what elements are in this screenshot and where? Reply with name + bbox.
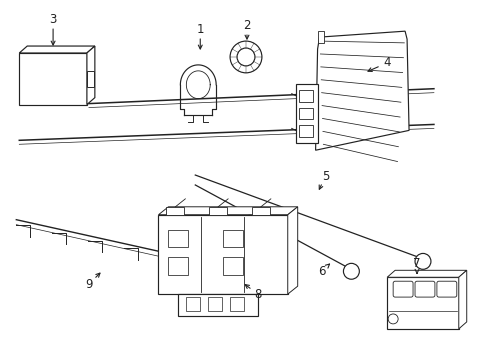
Circle shape <box>388 314 398 324</box>
Text: 4: 4 <box>384 57 391 69</box>
Bar <box>169 257 188 275</box>
Bar <box>387 277 459 329</box>
Text: 6: 6 <box>318 265 325 278</box>
Bar <box>299 108 313 120</box>
Text: 3: 3 <box>49 13 57 26</box>
Bar <box>230 297 244 311</box>
FancyBboxPatch shape <box>393 281 413 297</box>
Polygon shape <box>387 270 467 277</box>
Bar <box>252 207 270 215</box>
Polygon shape <box>288 207 298 294</box>
Circle shape <box>230 41 262 73</box>
Text: 7: 7 <box>413 257 421 270</box>
Bar <box>318 31 323 43</box>
Bar <box>169 230 188 247</box>
Bar <box>208 297 222 311</box>
Polygon shape <box>87 46 95 105</box>
Polygon shape <box>316 31 409 150</box>
Text: 5: 5 <box>322 170 329 183</box>
Bar <box>295 84 318 143</box>
Bar <box>167 207 184 215</box>
Circle shape <box>415 253 431 269</box>
Polygon shape <box>19 46 95 53</box>
Polygon shape <box>459 270 467 329</box>
Bar <box>87 71 94 87</box>
Text: 9: 9 <box>85 278 93 291</box>
Text: 8: 8 <box>254 288 262 301</box>
Circle shape <box>343 264 359 279</box>
Bar <box>223 257 243 275</box>
Text: 2: 2 <box>243 19 251 32</box>
Bar <box>178 294 258 316</box>
FancyBboxPatch shape <box>437 281 457 297</box>
FancyBboxPatch shape <box>415 281 435 297</box>
Bar <box>19 53 87 105</box>
Bar <box>186 297 200 311</box>
Text: 1: 1 <box>196 23 204 36</box>
Bar <box>223 230 243 247</box>
Bar <box>158 215 288 294</box>
Bar <box>299 90 313 102</box>
Bar <box>299 125 313 137</box>
Circle shape <box>237 48 255 66</box>
Polygon shape <box>158 207 298 215</box>
Bar <box>209 207 227 215</box>
